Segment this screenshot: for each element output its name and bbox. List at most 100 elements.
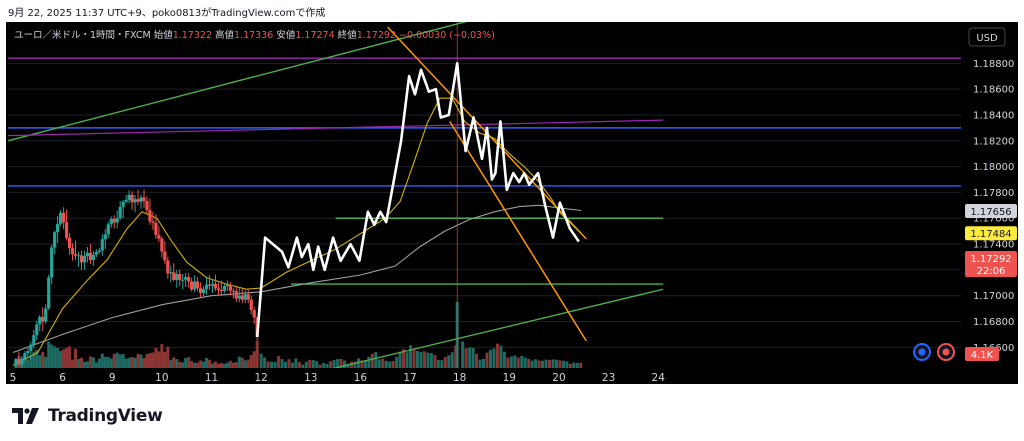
- change-value: −0.00030 (−0.03%): [399, 30, 495, 41]
- volume-bar: [329, 361, 333, 368]
- zigzag-line: [255, 61, 580, 338]
- candle-body: [94, 251, 98, 255]
- currency-button[interactable]: USD: [968, 27, 1006, 47]
- candle-body: [47, 277, 51, 309]
- volume-bar: [353, 361, 357, 368]
- candle-body: [130, 194, 134, 203]
- candle-body: [103, 234, 107, 240]
- volume-bar: [447, 355, 451, 368]
- candle-body: [121, 201, 125, 207]
- price-tag-bg: [965, 204, 1017, 219]
- y-tick-label: 1.17000: [973, 291, 1014, 302]
- candle-body: [139, 197, 143, 202]
- y-tick-label: 1.18600: [973, 85, 1014, 96]
- volume-bar: [246, 359, 250, 368]
- volume-bar: [558, 360, 562, 368]
- candle-body: [118, 206, 122, 219]
- volume-bar: [118, 354, 122, 368]
- volume-bar: [541, 360, 545, 368]
- symbol-name: ユーロ／米ドル・1時間・FXCM: [14, 29, 154, 41]
- candle-body: [38, 317, 42, 325]
- candle-body: [115, 218, 119, 223]
- volume-bar: [374, 351, 378, 368]
- volume-bar: [301, 364, 305, 368]
- volume-bar: [315, 361, 319, 368]
- candle-body: [190, 281, 194, 290]
- volume-bar: [190, 361, 194, 368]
- volume-bar: [415, 351, 419, 368]
- volume-bar: [225, 362, 229, 368]
- candle-body: [142, 197, 146, 202]
- volume-bar: [222, 363, 226, 368]
- x-tick-label: 20: [552, 372, 565, 384]
- candle-body: [222, 286, 227, 291]
- volume-bar: [311, 360, 315, 368]
- x-tick-label: 19: [503, 372, 516, 384]
- volume-bar: [172, 357, 176, 368]
- x-tick-label: 24: [652, 372, 666, 384]
- y-tick-label: 1.18800: [973, 59, 1014, 70]
- candle-body: [17, 359, 21, 365]
- volume-bar: [478, 359, 482, 368]
- volume-bar: [346, 363, 350, 368]
- candle-body: [88, 252, 92, 260]
- candle-body: [219, 289, 224, 291]
- long-trendline-upper: [8, 22, 468, 142]
- x-tick-label: 10: [155, 372, 168, 384]
- candle-body: [64, 222, 69, 238]
- candle-body: [148, 210, 152, 222]
- price-tag-bg: [965, 226, 1017, 241]
- candle-body: [82, 256, 87, 263]
- volume-bar: [184, 358, 188, 368]
- candle-body: [184, 276, 188, 280]
- ma-fast-tail: [558, 211, 582, 235]
- volume-bar: [23, 357, 27, 368]
- price-chart[interactable]: 1.18800 1.18600 1.18400 1.18200 1.18000 1.178…: [6, 22, 1018, 384]
- volume-bar: [280, 359, 284, 368]
- volume-bar: [231, 362, 235, 368]
- volume-bar: [148, 353, 152, 368]
- y-tick-label: 1.17800: [973, 188, 1014, 199]
- volume-bar: [475, 353, 479, 368]
- volume-bar: [199, 360, 203, 368]
- y-tick-label: 1.16800: [973, 317, 1014, 328]
- volume-bar: [488, 349, 492, 368]
- y-tick-label: 1.17600: [973, 214, 1014, 225]
- volume-bar: [74, 348, 78, 368]
- volume-bar: [440, 360, 444, 368]
- price-tag-bg: [965, 251, 1017, 278]
- volume-bar: [97, 358, 101, 368]
- volume-bar: [208, 359, 212, 368]
- tradingview-wordmark: TradingView: [48, 406, 163, 426]
- price-tag: 1.17484: [965, 226, 1017, 241]
- x-tick-label: 23: [602, 372, 615, 384]
- volume-bar: [68, 346, 72, 368]
- candle-body: [243, 294, 247, 300]
- candle-body: [112, 218, 116, 223]
- chart-area[interactable]: 1.18800 1.18600 1.18400 1.18200 1.18000 1.178…: [6, 22, 1018, 384]
- ma-slow-line: [12, 204, 582, 354]
- candle-body: [32, 335, 36, 345]
- volume-bar: [509, 356, 513, 368]
- volume-bar: [142, 358, 146, 368]
- news-badge-icon-center: [918, 348, 926, 356]
- volume-bar: [419, 351, 423, 368]
- candle-body: [204, 284, 209, 289]
- candle-body: [67, 237, 72, 249]
- volume-bar: [127, 357, 131, 368]
- volume-bar: [219, 362, 223, 368]
- x-tick-label: 17: [403, 372, 416, 384]
- candle-body: [246, 294, 250, 300]
- candle-body: [201, 288, 206, 293]
- y-tick-label: 1.18200: [973, 136, 1014, 147]
- volume-bar: [124, 358, 128, 368]
- volume-bar: [166, 346, 170, 368]
- volume-bar: [29, 356, 33, 368]
- volume-bar: [287, 359, 291, 368]
- plot-layer: [8, 22, 961, 368]
- volume-bar: [53, 346, 57, 368]
- candle-body: [20, 358, 24, 365]
- candle-body: [35, 324, 39, 336]
- volume-bar: [115, 352, 119, 368]
- volume-bar: [255, 340, 259, 368]
